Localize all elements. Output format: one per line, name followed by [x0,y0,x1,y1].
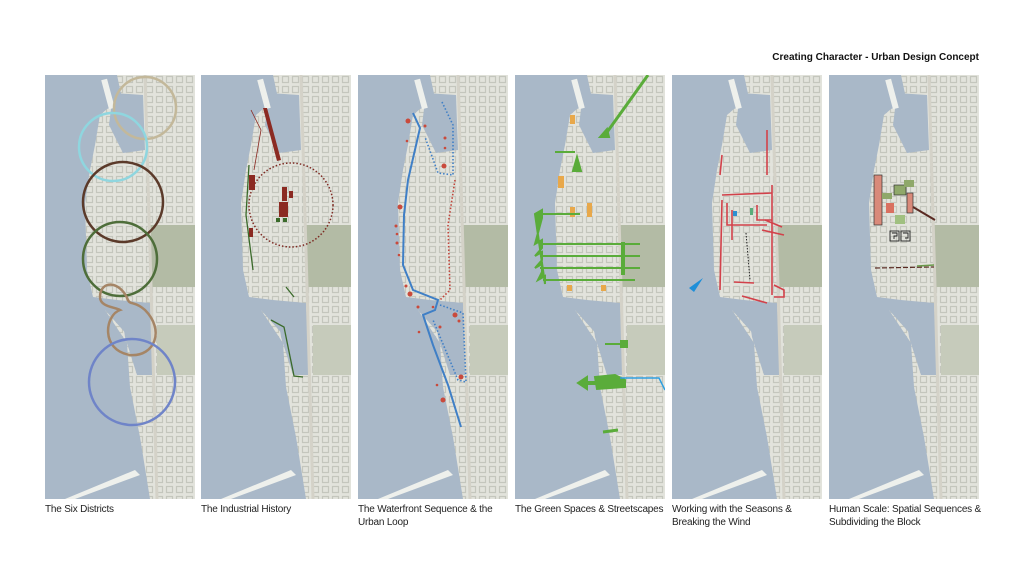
map-seasons-wind [672,75,822,499]
green-corridor-diagonal [603,75,650,136]
wind-direction-icon [689,278,703,292]
historic-building [249,228,253,237]
waterfront-path [401,112,462,428]
base-map [358,75,508,499]
district-circle-green [81,220,159,298]
green-feature [750,208,753,215]
base-map [515,75,665,499]
caption-human-scale: Human Scale: Spatial Sequences & Subdivi… [829,504,982,528]
historic-building [282,187,287,201]
panel-industrial-history [201,75,351,499]
wind-break-line [745,232,751,281]
district-circle-brown [81,160,165,244]
panel-seasons-wind [672,75,822,499]
orange-squares [558,115,606,291]
waterfront-nodes [394,118,464,403]
blue-water-link [620,377,665,391]
green-arrowhead [597,126,611,138]
street-sequence-line [874,266,935,269]
panel-waterfront-sequence [358,75,508,499]
sheltered-streets [719,130,785,304]
district-lobe-tan [98,283,157,357]
street-sequence-green [916,264,935,267]
historic-track [250,109,262,171]
district-circle-cyan [77,111,149,183]
caption-seasons-wind: Working with the Seasons & Breaking the … [672,504,792,528]
panel-six-districts [45,75,195,499]
subdivided-blocks [889,230,911,242]
green-plaza [593,373,626,391]
historic-building [289,191,293,198]
historic-building [249,175,255,190]
base-map [201,75,351,499]
historic-pier [263,108,281,161]
caption-industrial-history: The Industrial History [201,504,292,515]
page-title: Creating Character - Urban Design Concep… [772,52,979,63]
harbor-loop-dotted [432,304,467,384]
map-waterfront-sequence [358,75,508,499]
map-industrial-history [201,75,351,499]
caption-waterfront-sequence: The Waterfront Sequence & the Urban Loop [358,504,493,528]
base-map [829,75,979,499]
industrial-zone-circle [248,162,334,248]
green-edge-mid [285,286,295,298]
urban-loop-dotted [439,179,456,301]
map-six-districts [45,75,195,499]
caption-green-spaces: The Green Spaces & Streetscapes [515,504,664,515]
green-space [620,340,628,348]
green-marker [276,218,280,222]
green-edge-south [270,319,304,378]
green-triangle [571,153,583,172]
historic-building [279,202,288,217]
green-arrow [602,428,619,434]
map-human-scale [829,75,979,499]
district-circle-blue [87,337,177,427]
green-arrowheads [533,208,546,285]
water-feature [733,211,737,216]
caption-six-districts: The Six Districts [45,504,114,515]
panel-green-spaces [515,75,665,499]
green-arrowhead [576,375,588,391]
spatial-sequence-blocks [873,174,936,226]
green-edge-north [245,164,254,271]
map-green-spaces [515,75,665,499]
green-marker [283,218,287,222]
panel-human-scale [829,75,979,499]
